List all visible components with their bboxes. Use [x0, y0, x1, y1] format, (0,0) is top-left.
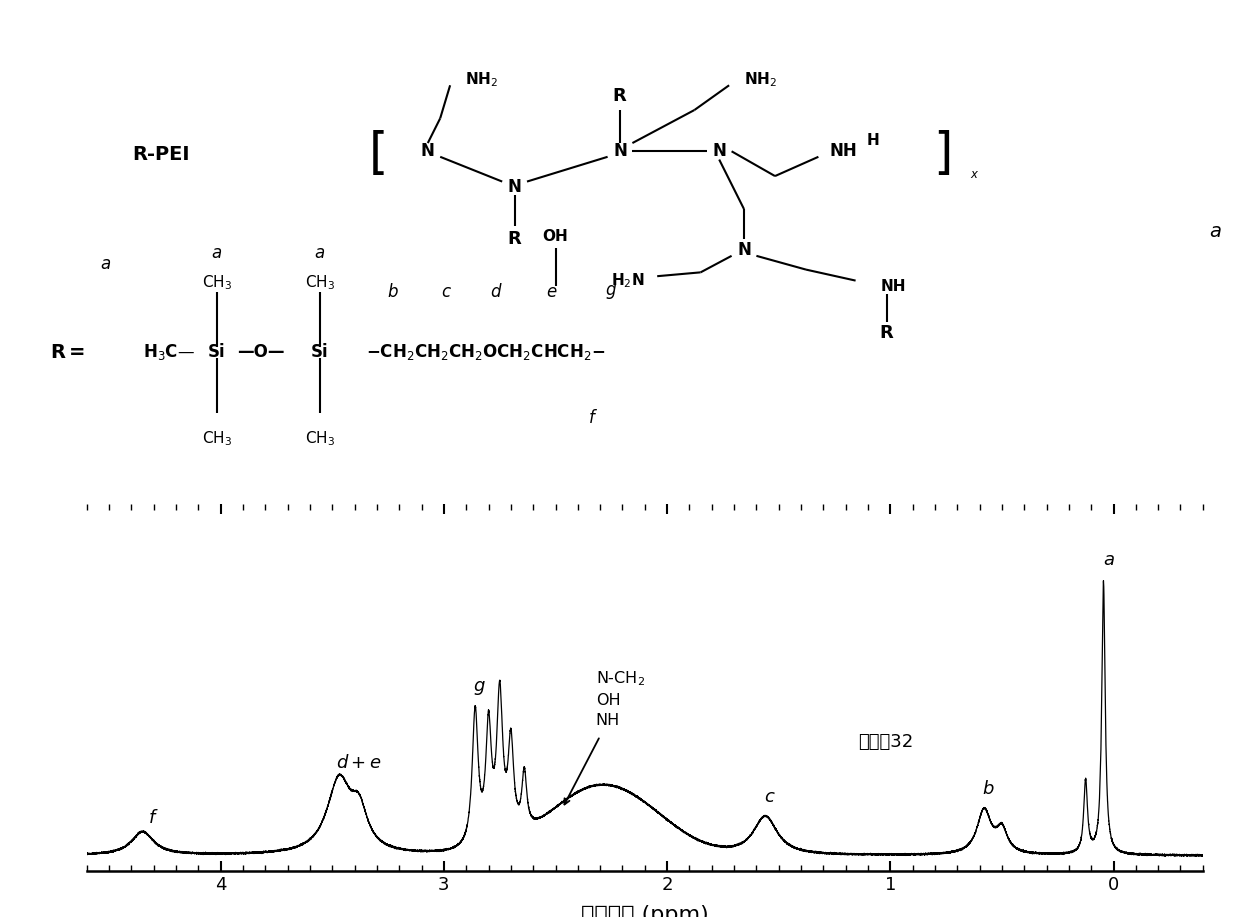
Text: CH$_3$: CH$_3$ — [305, 429, 335, 447]
Text: $a$: $a$ — [1104, 551, 1115, 569]
Text: $_x$: $_x$ — [970, 161, 978, 180]
Text: NH$_2$: NH$_2$ — [744, 71, 777, 89]
Text: $\mathbf{R}$: $\mathbf{R}$ — [613, 87, 627, 105]
Text: N: N — [507, 178, 522, 196]
Text: 实施体32: 实施体32 — [858, 734, 914, 752]
Text: ]: ] — [932, 130, 952, 178]
Text: −CH$_2$CH$_2$CH$_2$OCH$_2$CHCH$_2$−: −CH$_2$CH$_2$CH$_2$OCH$_2$CHCH$_2$− — [366, 342, 605, 362]
Text: N: N — [712, 142, 727, 160]
Text: H: H — [867, 133, 879, 148]
Text: $a$: $a$ — [212, 244, 222, 262]
Text: $a$: $a$ — [100, 255, 110, 273]
Text: H$_2$N: H$_2$N — [611, 271, 645, 290]
Text: R-PEI: R-PEI — [133, 145, 190, 163]
Text: N: N — [737, 241, 751, 260]
Text: $b$: $b$ — [982, 780, 994, 799]
Text: Si: Si — [208, 343, 226, 361]
Text: Si: Si — [311, 343, 329, 361]
Text: H$_3$C—: H$_3$C— — [143, 342, 195, 362]
Text: $g$: $g$ — [474, 679, 486, 697]
Text: $\mathbf{R=}$: $\mathbf{R=}$ — [50, 343, 84, 361]
Text: N: N — [613, 142, 627, 160]
Text: $\mathbf{R}$: $\mathbf{R}$ — [507, 230, 522, 249]
Text: CH$_3$: CH$_3$ — [305, 273, 335, 292]
Text: CH$_3$: CH$_3$ — [202, 429, 232, 447]
Text: $f$: $f$ — [588, 409, 598, 427]
Text: CH$_3$: CH$_3$ — [202, 273, 232, 292]
Text: NH: NH — [880, 279, 906, 293]
Text: OH: OH — [543, 229, 568, 244]
Text: —O—: —O— — [237, 343, 284, 361]
Text: $c$: $c$ — [441, 282, 451, 301]
Text: $e$: $e$ — [546, 282, 558, 301]
Text: $d$: $d$ — [490, 282, 502, 301]
Text: NH$_2$: NH$_2$ — [465, 71, 498, 89]
Text: $a$: $a$ — [1209, 222, 1221, 240]
Text: $b$: $b$ — [387, 282, 399, 301]
Text: NH: NH — [830, 142, 857, 160]
Text: $a$: $a$ — [315, 244, 325, 262]
Text: $c$: $c$ — [764, 788, 776, 806]
Text: N-CH$_2$
OH
NH: N-CH$_2$ OH NH — [595, 669, 645, 728]
Text: $f$: $f$ — [149, 809, 159, 827]
Text: N: N — [420, 142, 435, 160]
Text: $\mathbf{R}$: $\mathbf{R}$ — [879, 324, 894, 342]
Text: [: [ — [368, 130, 388, 178]
X-axis label: 化学位移 (ppm): 化学位移 (ppm) — [580, 905, 709, 917]
Text: $d+e$: $d+e$ — [336, 755, 382, 772]
Text: $g$: $g$ — [605, 282, 618, 301]
